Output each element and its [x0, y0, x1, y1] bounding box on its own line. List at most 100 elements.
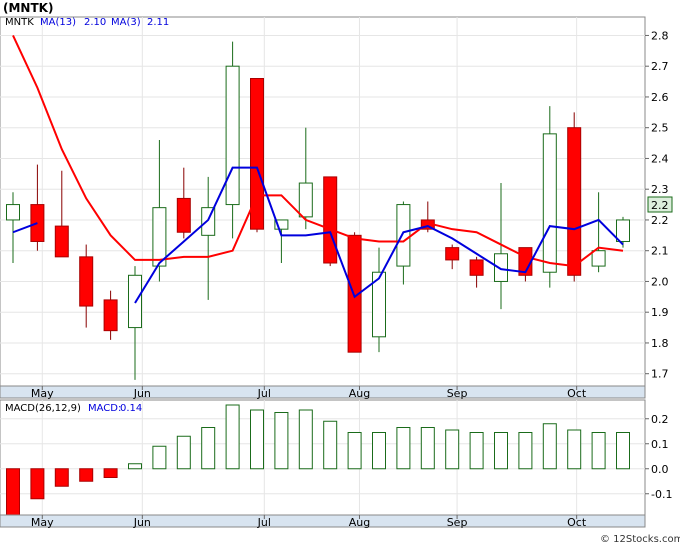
macd-bar: [420, 427, 435, 470]
candle-down: [176, 197, 191, 233]
macd-legend-value-label: MACD:: [88, 403, 121, 414]
candle-up: [274, 219, 289, 230]
macd-xtick-label: Aug: [349, 516, 370, 529]
price-ytick-label: 2.2: [651, 214, 669, 227]
macd-bar: [225, 404, 240, 470]
macd-bar: [152, 445, 167, 470]
macd-bar: [30, 468, 45, 500]
candle-down: [250, 78, 264, 230]
last-price-badge: 2.2: [647, 196, 673, 213]
candle-up: [298, 182, 313, 218]
candle-up: [591, 250, 606, 267]
macd-xtick-label: Jun: [133, 516, 151, 529]
macd-bar: [128, 463, 142, 470]
macd-bar: [176, 435, 191, 470]
macd-bar: [6, 468, 20, 516]
price-ytick-label: 2.1: [651, 245, 669, 258]
price-legend: MNTK MA(13) 2.10 MA(3) 2.11: [5, 17, 169, 28]
candle-down: [445, 247, 460, 261]
macd-legend: MACD(26,12,9) MACD: 0.14: [5, 403, 142, 414]
price-ytick-label: 1.7: [651, 368, 669, 381]
candle-up: [372, 271, 386, 338]
macd-xtick-label: Sep: [447, 516, 468, 529]
macd-legend-value: 0.14: [120, 403, 142, 414]
macd-bar: [494, 432, 508, 470]
chart-title: (MNTK): [3, 1, 53, 15]
price-ytick-label: 1.8: [651, 337, 669, 350]
ma3-line-early: [12, 222, 38, 234]
price-panel: May Jun Jul Aug Sep Oct 1.7 1.8 1.9 2.0 2.1 2.2 2.3…: [0, 16, 673, 400]
macd-yaxis-labels: -0.1 0.0 0.1 0.2: [645, 413, 672, 501]
macd-bar: [274, 412, 289, 470]
price-ytick-label: 2.0: [651, 275, 669, 288]
macd-bar: [250, 409, 264, 470]
legend-ma3-value: 2.11: [147, 17, 169, 28]
candle-up: [225, 65, 240, 206]
price-candles: [6, 41, 630, 380]
last-price-badge-bg: [647, 196, 673, 213]
price-gridlines: [0, 17, 645, 386]
price-ytick-label: 2.7: [651, 60, 669, 73]
legend-ma13-value: 2.10: [84, 17, 106, 28]
price-ytick-label: 2.4: [651, 152, 669, 165]
price-xtick-label: May: [31, 387, 54, 400]
macd-bar: [79, 468, 94, 482]
macd-xtick-label: Jul: [257, 516, 271, 529]
macd-ytick-label: 0.2: [651, 413, 669, 426]
price-xtick-label: Jul: [257, 387, 271, 400]
ma3-line: [134, 166, 624, 304]
price-xaxis-labels: May Jun Jul Aug Sep Oct: [31, 386, 587, 400]
macd-ytick-label: 0.1: [651, 438, 669, 451]
ma13-line: [12, 35, 624, 268]
price-ytick-label: 2.3: [651, 183, 669, 196]
price-yaxis-labels: 1.7 1.8 1.9 2.0 2.1 2.2 2.3 2.4 2.5 2.6 2.7 2.8: [645, 29, 669, 381]
macd-bar: [567, 429, 582, 470]
price-ytick-label: 2.5: [651, 122, 669, 135]
macd-bar: [54, 468, 69, 487]
macd-bar: [445, 429, 460, 470]
macd-bar: [298, 409, 313, 470]
candle-down: [323, 176, 338, 264]
price-xtick-label: Sep: [447, 387, 468, 400]
macd-xtick-label: Oct: [567, 516, 587, 529]
candle-down: [469, 259, 484, 276]
candle-down: [567, 127, 582, 276]
candle-up: [152, 207, 167, 267]
watermark: © 12Stocks.com: [600, 534, 680, 545]
macd-bar: [469, 432, 484, 470]
macd-bar: [591, 432, 606, 470]
candle-down: [79, 256, 94, 307]
macd-legend-label: MACD(26,12,9): [5, 403, 81, 414]
candle-up: [542, 133, 557, 273]
macd-xaxis-labels: May Jun Jul Aug Sep Oct: [31, 515, 587, 529]
legend-ma3-label: MA(3): [111, 17, 141, 28]
macd-panel: May Jun Jul Aug Sep Oct -0.1 0.0 0.1 0.2 MACD(26…: [0, 399, 672, 529]
price-xtick-label: Aug: [349, 387, 370, 400]
macd-xaxis-band: [0, 514, 646, 528]
macd-bar: [323, 420, 338, 470]
price-ytick-label: 2.8: [651, 29, 669, 42]
candle-up: [494, 253, 508, 282]
price-ytick-label: 2.6: [651, 91, 669, 104]
macd-bar: [347, 432, 362, 470]
candle-down: [347, 234, 362, 353]
macd-bar: [372, 432, 386, 470]
macd-bar: [616, 432, 630, 470]
macd-bar: [518, 432, 533, 470]
candle-up: [616, 219, 630, 242]
candle-up: [396, 204, 411, 267]
macd-ytick-label: -0.1: [651, 488, 672, 501]
candle-down: [103, 299, 118, 332]
price-xtick-label: Oct: [567, 387, 587, 400]
macd-bar: [201, 427, 216, 470]
macd-bars: [6, 404, 630, 516]
price-xtick-label: Jun: [133, 387, 151, 400]
macd-ytick-label: 0.0: [651, 463, 669, 476]
macd-bar: [396, 427, 411, 470]
legend-symbol: MNTK: [5, 17, 34, 28]
macd-bar: [103, 468, 118, 478]
macd-bar: [542, 423, 557, 470]
macd-xtick-label: May: [31, 516, 54, 529]
candle-down: [54, 225, 69, 258]
